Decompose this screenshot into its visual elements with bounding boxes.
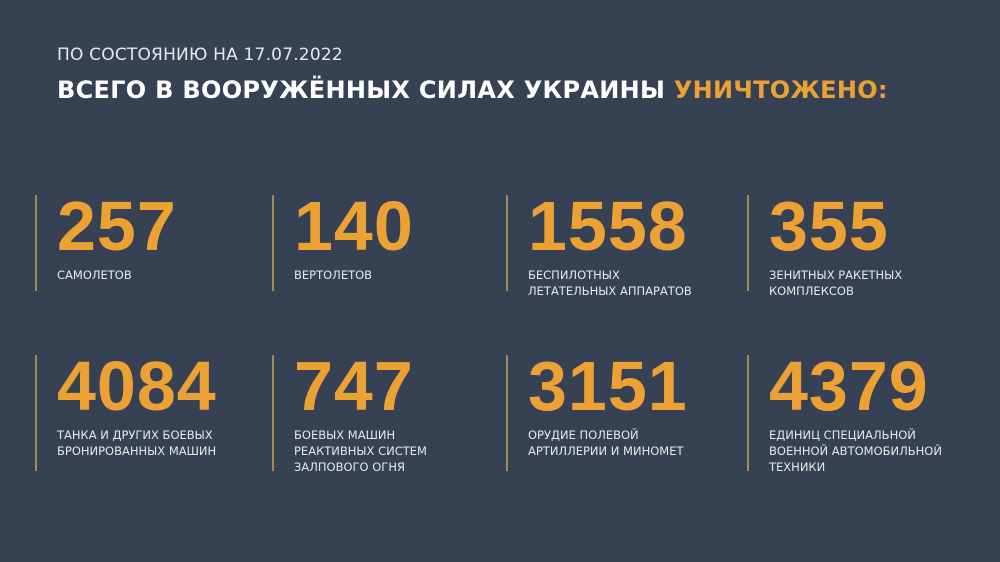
stat-artillery: 3151 ОРУДИЕ ПОЛЕВОЙ АРТИЛЛЕРИИ И МИНОМЕТ bbox=[506, 347, 688, 471]
stat-value: 747 bbox=[294, 347, 414, 425]
stat-helicopters: 140 ВЕРТОЛЕТОВ bbox=[272, 187, 414, 291]
stat-value: 3151 bbox=[528, 347, 688, 425]
stat-label: САМОЛЕТОВ bbox=[57, 268, 132, 282]
title-main: ВСЕГО В ВООРУЖЁННЫХ СИЛАХ УКРАИНЫ bbox=[57, 76, 666, 104]
stat-value: 4084 bbox=[57, 347, 217, 425]
report-date: ПО СОСТОЯНИЮ НА 17.07.2022 bbox=[57, 45, 343, 65]
stat-vehicles: 4379 ЕДИНИЦ СПЕЦИАЛЬНОЙ ВОЕННОЙ АВТОМОБИЛ… bbox=[747, 347, 942, 474]
stat-label: ОРУДИЕ ПОЛЕВОЙ АРТИЛЛЕРИИ И МИНОМЕТ bbox=[528, 428, 684, 458]
stat-value: 4379 bbox=[769, 347, 929, 425]
page-title: ВСЕГО В ВООРУЖЁННЫХ СИЛАХ УКРАИНЫ УНИЧТО… bbox=[57, 76, 888, 104]
stat-label: БЕСПИЛОТНЫХ ЛЕТАТЕЛЬНЫХ АППАРАТОВ bbox=[528, 268, 692, 298]
stat-tanks: 4084 ТАНКА И ДРУГИХ БОЕВЫХ БРОНИРОВАННЫХ … bbox=[35, 347, 217, 471]
stat-value: 140 bbox=[294, 187, 414, 265]
stat-label: БОЕВЫХ МАШИН РЕАКТИВНЫХ СИСТЕМ ЗАЛПОВОГО… bbox=[294, 428, 427, 474]
stat-label: ТАНКА И ДРУГИХ БОЕВЫХ БРОНИРОВАННЫХ МАШИ… bbox=[57, 428, 217, 458]
stat-value: 257 bbox=[57, 187, 177, 265]
stat-value: 1558 bbox=[528, 187, 688, 265]
stat-sam: 355 ЗЕНИТНЫХ РАКЕТНЫХ КОМПЛЕКСОВ bbox=[747, 187, 902, 298]
stat-aircraft: 257 САМОЛЕТОВ bbox=[35, 187, 177, 291]
title-accent: УНИЧТОЖЕНО: bbox=[673, 76, 888, 104]
stat-uav: 1558 БЕСПИЛОТНЫХ ЛЕТАТЕЛЬНЫХ АППАРАТОВ bbox=[506, 187, 692, 298]
stat-label: ЗЕНИТНЫХ РАКЕТНЫХ КОМПЛЕКСОВ bbox=[769, 268, 903, 298]
stat-label: ВЕРТОЛЕТОВ bbox=[294, 268, 373, 282]
stat-label: ЕДИНИЦ СПЕЦИАЛЬНОЙ ВОЕННОЙ АВТОМОБИЛЬНОЙ… bbox=[769, 428, 942, 474]
stat-value: 355 bbox=[769, 187, 889, 265]
stat-mlrs: 747 БОЕВЫХ МАШИН РЕАКТИВНЫХ СИСТЕМ ЗАЛПОВ… bbox=[272, 347, 427, 474]
